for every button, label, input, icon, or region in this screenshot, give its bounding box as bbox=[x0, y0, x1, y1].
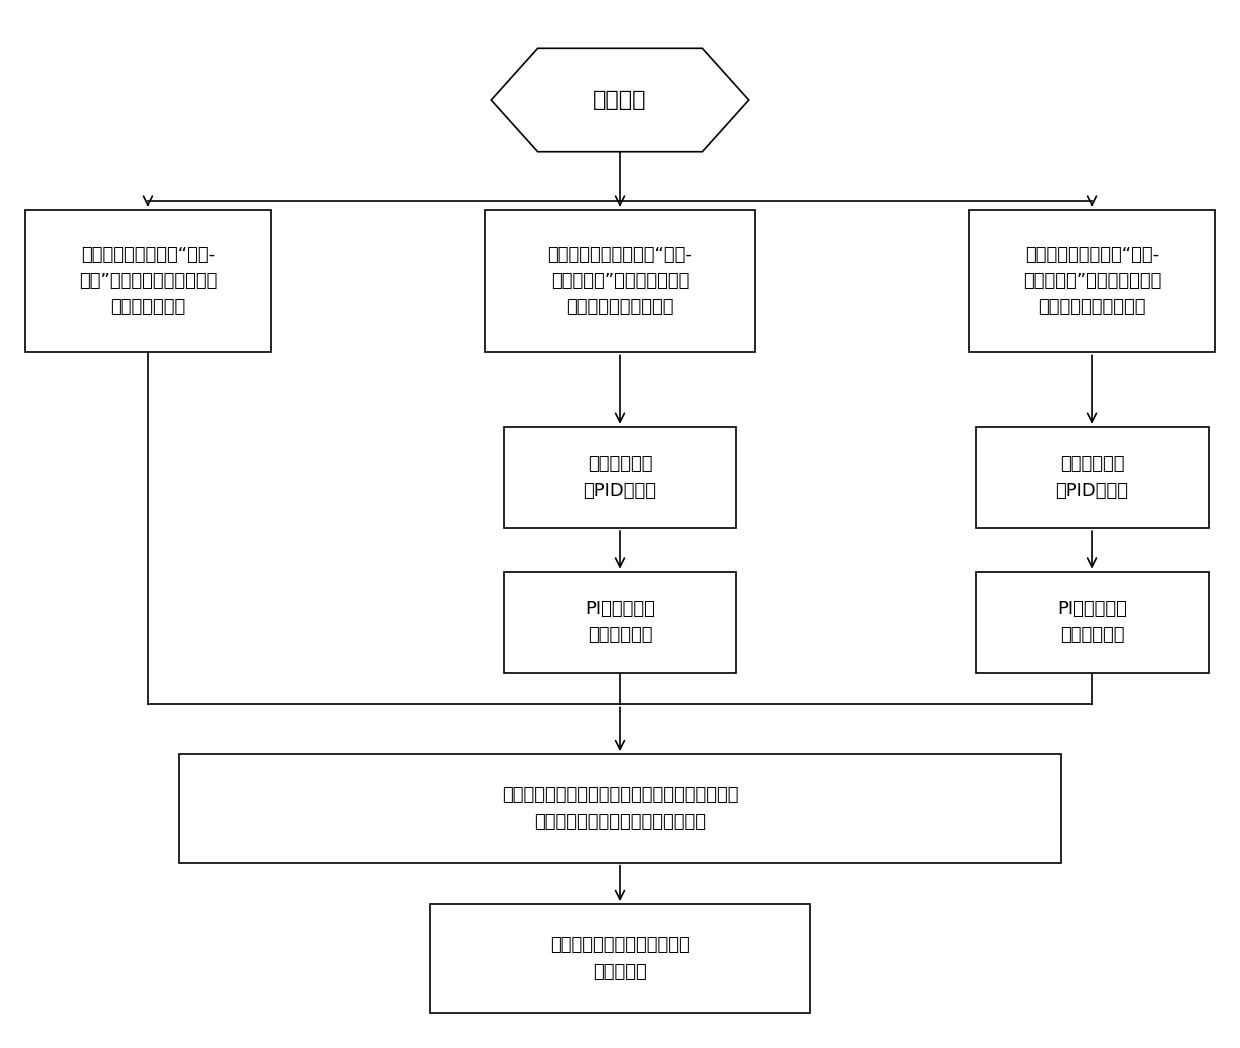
Text: 根据最终燃调阀开度给燃气轮
机提供燃料: 根据最终燃调阀开度给燃气轮 机提供燃料 bbox=[551, 936, 689, 981]
Text: 将实时转速测量值与“转速-
开度”曲线进行匹配，得到第
一燃调阀开度；: 将实时转速测量值与“转速- 开度”曲线进行匹配，得到第 一燃调阀开度； bbox=[79, 245, 217, 316]
FancyBboxPatch shape bbox=[430, 904, 810, 1012]
FancyBboxPatch shape bbox=[503, 427, 737, 528]
FancyBboxPatch shape bbox=[179, 755, 1061, 863]
FancyBboxPatch shape bbox=[25, 210, 270, 352]
Text: PI计算得到第
三燃调阀开度: PI计算得到第 三燃调阀开度 bbox=[1058, 601, 1127, 645]
Text: 将实时转速测量值与“转速-
温度爬坡率”曲线进行匹配，
获得对应的温度爬坡率: 将实时转速测量值与“转速- 温度爬坡率”曲线进行匹配， 获得对应的温度爬坡率 bbox=[1023, 245, 1161, 316]
Text: 根据实时转速测量值与“转速-
转速爬坡率”曲线进行匹配，
获得对应的转速爬坡率: 根据实时转速测量值与“转速- 转速爬坡率”曲线进行匹配， 获得对应的转速爬坡率 bbox=[548, 245, 692, 316]
FancyBboxPatch shape bbox=[976, 427, 1209, 528]
Text: 计算出当前温
度PID给定值: 计算出当前温 度PID给定值 bbox=[1055, 455, 1128, 500]
FancyBboxPatch shape bbox=[970, 210, 1215, 352]
Text: 计算出当前转
速PID给定值: 计算出当前转 速PID给定值 bbox=[584, 455, 656, 500]
Polygon shape bbox=[491, 48, 749, 152]
FancyBboxPatch shape bbox=[976, 571, 1209, 673]
FancyBboxPatch shape bbox=[503, 571, 737, 673]
FancyBboxPatch shape bbox=[485, 210, 755, 352]
Text: 开始起动: 开始起动 bbox=[593, 90, 647, 110]
Text: PI计算得到第
二燃调阀开度: PI计算得到第 二燃调阀开度 bbox=[585, 601, 655, 645]
Text: 取第一燃调阀开度、第二燃调阀开度和第三燃调阀
开度中的最小值作为最终燃调阀开度: 取第一燃调阀开度、第二燃调阀开度和第三燃调阀 开度中的最小值作为最终燃调阀开度 bbox=[502, 786, 738, 831]
